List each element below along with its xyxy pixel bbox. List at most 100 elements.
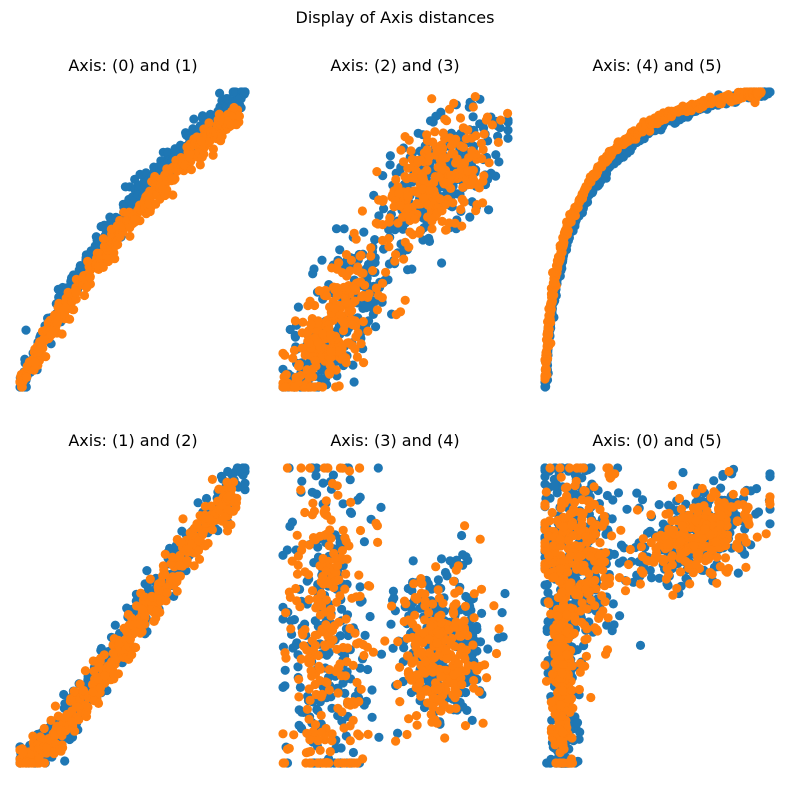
scatter-point-s2 bbox=[478, 144, 488, 155]
scatter-point-s2 bbox=[278, 348, 288, 358]
scatter-point-s2 bbox=[316, 710, 326, 721]
scatter-point-s2 bbox=[468, 102, 478, 112]
scatter-point-s2 bbox=[327, 736, 337, 746]
scatter-point-s2 bbox=[83, 256, 93, 266]
scatter-point-s2 bbox=[304, 714, 314, 724]
scatter-point-s1 bbox=[388, 586, 398, 596]
scatter-point-s2 bbox=[456, 204, 466, 215]
scatter-point-s2 bbox=[342, 554, 352, 564]
scatter-point-s2 bbox=[354, 463, 365, 473]
scatter-point-s2 bbox=[345, 758, 355, 768]
scatter-point-s2 bbox=[40, 758, 50, 768]
scatter-point-s1 bbox=[608, 495, 618, 505]
scatter-point-s1 bbox=[654, 500, 664, 510]
scatter-point-s2 bbox=[319, 463, 329, 473]
scatter-point-s2 bbox=[94, 662, 104, 672]
scatter-point-s1 bbox=[367, 685, 377, 695]
scatter-point-s2 bbox=[341, 358, 351, 368]
scatter-point-s2 bbox=[378, 235, 388, 246]
scatter-point-s1 bbox=[637, 495, 648, 505]
scatter-point-s2 bbox=[468, 640, 478, 650]
scatter-point-s2 bbox=[420, 596, 430, 606]
scatter-point-s1 bbox=[494, 157, 504, 167]
scatter-point-s1 bbox=[331, 224, 342, 234]
scatter-point-s2 bbox=[453, 659, 463, 669]
scatter-point-s1 bbox=[457, 530, 467, 541]
scatter-point-s2 bbox=[325, 360, 335, 370]
scatter-point-s2 bbox=[22, 372, 32, 382]
scatter-point-s2 bbox=[172, 586, 182, 596]
scatter-point-s2 bbox=[298, 317, 308, 327]
scatter-point-s2 bbox=[219, 512, 229, 522]
scatter-point-s2 bbox=[339, 282, 349, 292]
scatter-point-s1 bbox=[240, 463, 250, 473]
scatter-point-s2 bbox=[412, 623, 422, 633]
scatter-point-s2 bbox=[151, 606, 161, 616]
scatter-point-s2 bbox=[304, 684, 314, 694]
scatter-point-s2 bbox=[472, 665, 482, 676]
scatter-point-s2 bbox=[402, 633, 412, 644]
scatter-point-s1 bbox=[189, 114, 199, 124]
scatter-point-s2 bbox=[203, 538, 213, 549]
scatter-point-s2 bbox=[333, 346, 343, 356]
scatter-point-s2 bbox=[156, 577, 166, 587]
scatter-point-s2 bbox=[484, 158, 494, 168]
scatter-point-s2 bbox=[79, 290, 90, 301]
scatter-point-s2 bbox=[426, 621, 436, 631]
scatter-point-s2 bbox=[494, 624, 504, 634]
scatter-point-s1 bbox=[491, 150, 501, 160]
scatter-point-s2 bbox=[315, 664, 326, 674]
scatter-point-s1 bbox=[188, 124, 198, 134]
scatter-point-s2 bbox=[402, 203, 412, 213]
scatter-point-s2 bbox=[431, 562, 441, 572]
scatter-point-s2 bbox=[351, 592, 361, 602]
scatter-point-s2 bbox=[471, 206, 481, 216]
scatter-point-s2 bbox=[422, 686, 432, 696]
scatter-point-s2 bbox=[475, 534, 485, 544]
scatter-point-s2 bbox=[463, 166, 473, 176]
panel-title-4: Axis: (1) and (2) bbox=[68, 431, 198, 450]
scatter-point-s1 bbox=[398, 224, 408, 234]
scatter-point-s2 bbox=[432, 638, 442, 648]
scatter-point-s2 bbox=[459, 159, 469, 169]
panel-title-5: Axis: (3) and (4) bbox=[330, 431, 460, 450]
scatter-point-s1 bbox=[540, 479, 550, 489]
scatter-point-s1 bbox=[345, 475, 355, 485]
scatter-point-s2 bbox=[347, 306, 357, 316]
scatter-point-s2 bbox=[175, 571, 185, 581]
scatter-point-s2 bbox=[453, 667, 463, 677]
scatter-point-s1 bbox=[359, 537, 369, 547]
scatter-point-s1 bbox=[280, 665, 290, 675]
scatter-point-s2 bbox=[433, 585, 443, 595]
scatter-point-s1 bbox=[765, 472, 775, 482]
scatter-point-s2 bbox=[407, 172, 417, 183]
scatter-point-s2 bbox=[294, 674, 304, 684]
scatter-point-s2 bbox=[319, 507, 329, 517]
scatter-point-s2 bbox=[333, 490, 343, 500]
scatter-point-s2 bbox=[330, 303, 340, 314]
scatter-point-s1 bbox=[365, 611, 375, 622]
scatter-point-s2 bbox=[168, 174, 178, 184]
scatter-point-s2 bbox=[416, 647, 426, 657]
scatter-point-s2 bbox=[395, 697, 405, 707]
scatter-point-s2 bbox=[454, 631, 464, 641]
scatter-point-s2 bbox=[424, 152, 435, 162]
scatter-point-s1 bbox=[215, 88, 225, 98]
scatter-point-s2 bbox=[178, 514, 188, 524]
scatter-point-s1 bbox=[294, 720, 304, 731]
scatter-point-s2 bbox=[281, 608, 291, 618]
scatter-point-s2 bbox=[340, 584, 350, 594]
scatter-point-s2 bbox=[289, 730, 299, 740]
scatter-point-s1 bbox=[428, 117, 438, 127]
scatter-point-s2 bbox=[374, 195, 384, 205]
scatter-point-s2 bbox=[130, 214, 140, 224]
scatter-point-s2 bbox=[427, 717, 437, 727]
scatter-point-s2 bbox=[231, 120, 241, 130]
scatter-point-s2 bbox=[418, 638, 428, 648]
scatter-point-s2 bbox=[368, 647, 378, 657]
panel-title-1: Axis: (0) and (1) bbox=[68, 56, 198, 75]
scatter-point-s2 bbox=[419, 193, 429, 204]
scatter-point-s2 bbox=[400, 237, 410, 247]
scatter-point-s2 bbox=[354, 731, 364, 741]
scatter-point-s2 bbox=[293, 560, 303, 570]
